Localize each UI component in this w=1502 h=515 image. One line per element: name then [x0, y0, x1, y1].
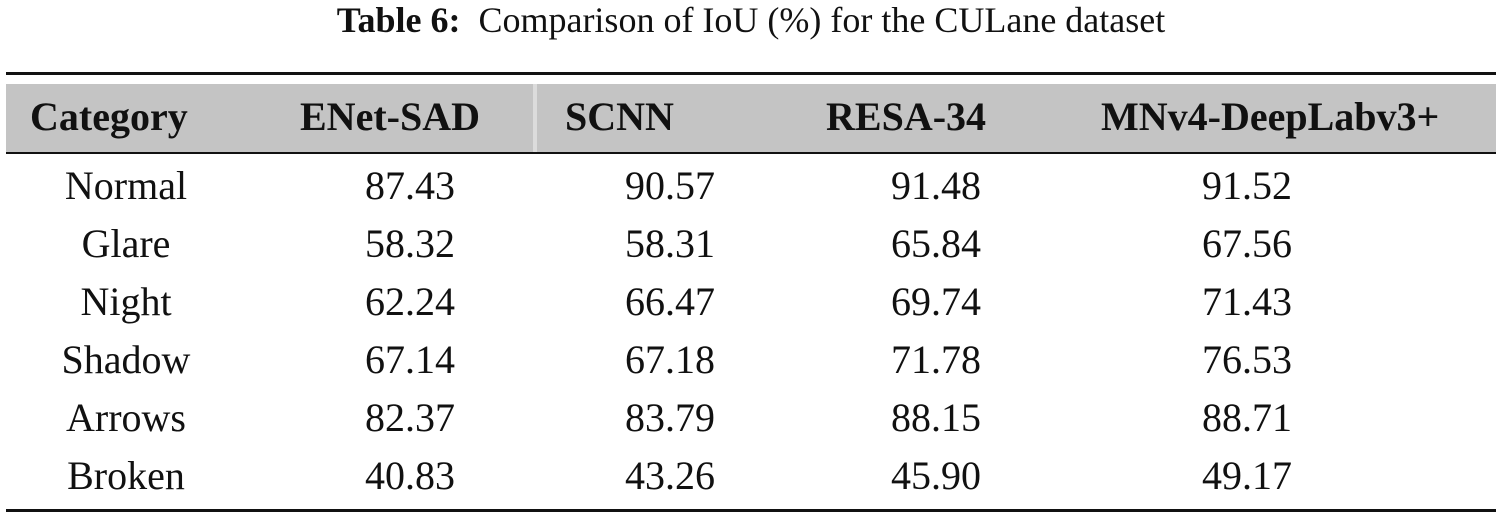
header-resa-34: RESA-34 — [826, 94, 987, 139]
resa-34-cell: 88.15 — [891, 395, 981, 440]
header-rule — [6, 152, 1496, 154]
enet-sad-cell: 67.14 — [365, 337, 455, 382]
category-cell: Night — [80, 279, 172, 324]
scnn-cell: 83.79 — [625, 395, 715, 440]
scnn-cell: 43.26 — [625, 453, 715, 498]
mnv4-deeplabv3plus-cell: 49.17 — [1202, 453, 1292, 498]
table-row: Shadow 67.14 67.18 71.78 76.53 — [0, 331, 1502, 389]
table-caption: Table 6: Comparison of IoU (%) for the C… — [0, 0, 1502, 40]
mnv4-deeplabv3plus-cell: 71.43 — [1202, 279, 1292, 324]
table-row: Glare 58.32 58.31 65.84 67.56 — [0, 215, 1502, 273]
enet-sad-cell: 58.32 — [365, 221, 455, 266]
enet-sad-cell: 62.24 — [365, 279, 455, 324]
enet-sad-cell: 40.83 — [365, 453, 455, 498]
table-row: Night 62.24 66.47 69.74 71.43 — [0, 273, 1502, 331]
table-number-label: Table 6: — [336, 0, 461, 40]
enet-sad-cell: 82.37 — [365, 395, 455, 440]
resa-34-cell: 69.74 — [891, 279, 981, 324]
mnv4-deeplabv3plus-cell: 88.71 — [1202, 395, 1292, 440]
resa-34-cell: 65.84 — [891, 221, 981, 266]
header-scnn: SCNN — [565, 94, 674, 139]
category-cell: Normal — [64, 163, 188, 208]
mnv4-deeplabv3plus-cell: 91.52 — [1202, 163, 1292, 208]
table-row: Normal 87.43 90.57 91.48 91.52 — [0, 157, 1502, 215]
header-mnv4-deeplabv3plus: MNv4-DeepLabv3+ — [1101, 94, 1440, 139]
scnn-cell: 66.47 — [625, 279, 715, 324]
mnv4-deeplabv3plus-cell: 67.56 — [1202, 221, 1292, 266]
enet-sad-cell: 87.43 — [365, 163, 455, 208]
header-column-divider — [533, 84, 537, 152]
mnv4-deeplabv3plus-cell: 76.53 — [1202, 337, 1292, 382]
resa-34-cell: 45.90 — [891, 453, 981, 498]
scnn-cell: 58.31 — [625, 221, 715, 266]
header-background — [6, 84, 1496, 152]
resa-34-cell: 91.48 — [891, 163, 981, 208]
scnn-cell: 67.18 — [625, 337, 715, 382]
category-cell: Glare — [81, 221, 171, 266]
category-cell: Shadow — [61, 337, 191, 382]
header-category: Category — [30, 94, 188, 139]
category-cell: Broken — [67, 453, 185, 498]
header-enet-sad: ENet-SAD — [300, 94, 480, 139]
table-row: Broken 40.83 43.26 45.90 49.17 — [0, 447, 1502, 505]
table-caption-text: Comparison of IoU (%) for the CULane dat… — [478, 0, 1166, 40]
resa-34-cell: 71.78 — [891, 337, 981, 382]
scnn-cell: 90.57 — [625, 163, 715, 208]
table-row: Arrows 82.37 83.79 88.15 88.71 — [0, 389, 1502, 447]
category-cell: Arrows — [66, 395, 186, 440]
bottom-rule — [6, 509, 1496, 512]
top-rule — [6, 72, 1496, 75]
